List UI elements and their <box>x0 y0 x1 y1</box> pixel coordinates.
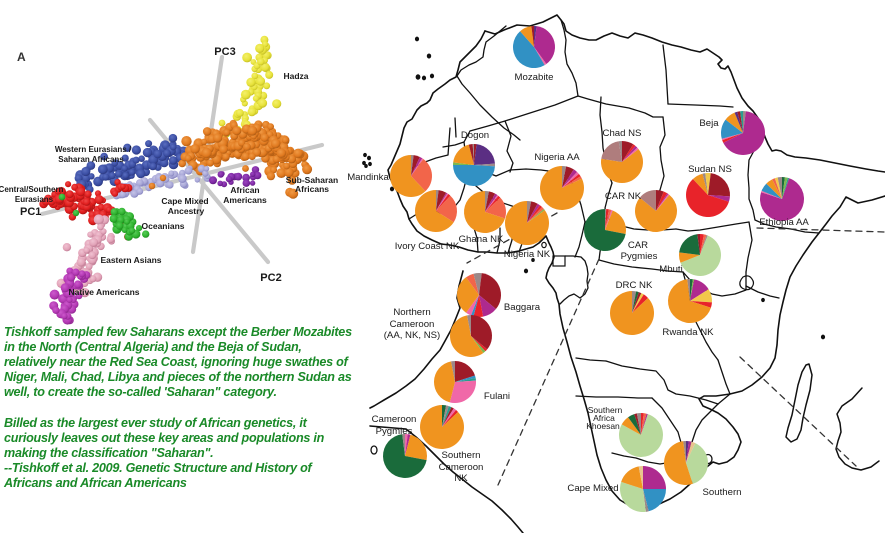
svg-text:Cape Mixed: Cape Mixed <box>567 483 618 494</box>
svg-text:PC3: PC3 <box>214 46 235 58</box>
svg-text:DRC NK: DRC NK <box>616 280 653 291</box>
svg-text:Fulani: Fulani <box>484 391 510 402</box>
svg-text:NK: NK <box>454 473 468 484</box>
svg-text:Cape Mixed: Cape Mixed <box>161 196 208 206</box>
svg-text:Western Eurasians /: Western Eurasians / <box>55 145 132 154</box>
svg-text:Mozabite: Mozabite <box>515 72 554 83</box>
svg-text:Cameroon: Cameroon <box>372 414 417 425</box>
svg-text:PC2: PC2 <box>260 272 281 284</box>
svg-text:Eastern Asians: Eastern Asians <box>100 255 161 265</box>
svg-text:Beja: Beja <box>699 118 719 129</box>
svg-text:Sudan NS: Sudan NS <box>688 164 732 175</box>
svg-text:Rwanda NK: Rwanda NK <box>662 327 714 338</box>
svg-text:Northern: Northern <box>393 307 430 318</box>
svg-text:Khoesan: Khoesan <box>586 421 620 431</box>
svg-text:Ancestry: Ancestry <box>168 206 205 216</box>
svg-text:Eurasians: Eurasians <box>15 195 54 204</box>
svg-text:Southern: Southern <box>588 405 623 415</box>
svg-text:CAR NK: CAR NK <box>605 191 642 202</box>
svg-text:Central/Southern: Central/Southern <box>0 185 64 194</box>
svg-text:Mandinka: Mandinka <box>347 172 389 183</box>
svg-text:Ghana NK: Ghana NK <box>459 234 504 245</box>
svg-text:Sub-Saharan: Sub-Saharan <box>286 175 338 185</box>
svg-text:Cameroon: Cameroon <box>390 319 435 330</box>
svg-text:Southern: Southern <box>442 450 481 461</box>
svg-text:Nigeria AA: Nigeria AA <box>534 152 580 163</box>
svg-text:Ethiopia AA: Ethiopia AA <box>759 217 809 228</box>
svg-text:Mbuti: Mbuti <box>659 264 682 275</box>
svg-text:Baggara: Baggara <box>504 302 541 313</box>
svg-text:(AA, NK, NS): (AA, NK, NS) <box>384 330 441 341</box>
svg-text:Native Americans: Native Americans <box>68 287 139 297</box>
svg-text:Nigeria NK: Nigeria NK <box>504 249 551 260</box>
svg-text:A: A <box>17 50 26 64</box>
svg-text:Dogon: Dogon <box>461 130 489 141</box>
svg-text:Ivory Coast NK: Ivory Coast NK <box>395 241 460 252</box>
svg-text:Americans: Americans <box>223 195 267 205</box>
svg-text:Oceanians: Oceanians <box>142 221 185 231</box>
svg-text:Cameroon: Cameroon <box>439 462 484 473</box>
svg-text:Chad NS: Chad NS <box>603 128 642 139</box>
svg-text:Africans: Africans <box>295 184 329 194</box>
svg-text:Africa: Africa <box>593 413 615 423</box>
svg-text:CAR: CAR <box>628 240 648 251</box>
svg-text:Southern: Southern <box>703 487 742 498</box>
svg-text:African: African <box>230 185 259 195</box>
svg-text:Pygmies: Pygmies <box>376 426 413 437</box>
svg-text:Saharan Africans: Saharan Africans <box>58 155 124 164</box>
svg-text:Hadza: Hadza <box>283 71 308 81</box>
svg-text:PC1: PC1 <box>20 206 41 218</box>
svg-text:Pygmies: Pygmies <box>621 251 658 262</box>
